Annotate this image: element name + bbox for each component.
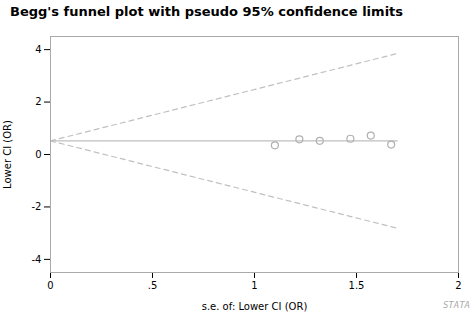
svg-text:-2: -2 — [32, 201, 42, 212]
svg-text:0: 0 — [35, 149, 41, 160]
html-text:STATA: STATA — [442, 300, 470, 310]
svg-text:s.e. of: Lower CI (OR): s.e. of: Lower CI (OR) — [202, 301, 308, 312]
svg-text:2: 2 — [35, 96, 41, 107]
svg-text:2: 2 — [455, 280, 461, 291]
svg-text:Lower CI (OR): Lower CI (OR) — [2, 120, 13, 189]
svg-text:1.5: 1.5 — [349, 280, 365, 291]
html-text:Begg's funnel plot with pseudo: Begg's funnel plot with pseudo 95% confi… — [10, 4, 403, 19]
svg-text:1: 1 — [251, 280, 257, 291]
svg-text:.5: .5 — [148, 280, 158, 291]
svg-text:0: 0 — [47, 280, 53, 291]
svg-text:-4: -4 — [32, 254, 42, 265]
svg-text:4: 4 — [35, 44, 41, 55]
